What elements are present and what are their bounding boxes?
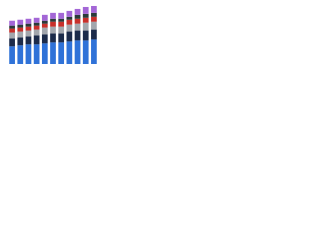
bar-segment <box>9 20 15 26</box>
bar-segment <box>82 22 89 31</box>
bar-segment <box>58 12 65 19</box>
bar-segment <box>74 18 81 24</box>
bar-segment <box>41 14 48 21</box>
bar-segment <box>33 44 40 64</box>
bar-segment <box>58 18 65 22</box>
bar-segment <box>50 21 56 27</box>
bar-segment <box>17 24 24 28</box>
bar-segment <box>9 28 15 33</box>
bar-segment <box>91 39 97 64</box>
bar-segment <box>74 23 81 31</box>
bar-segment <box>25 18 32 24</box>
bar-segment <box>33 22 40 26</box>
bar-segment <box>25 44 32 64</box>
bar-segment <box>17 27 24 32</box>
bar-segment <box>82 6 89 14</box>
bar-segment <box>33 35 40 45</box>
bar-segment <box>66 10 73 17</box>
bar-segment <box>74 14 81 19</box>
bar-segment <box>50 42 56 64</box>
bar-segment <box>41 20 48 24</box>
bar-segment <box>58 42 65 64</box>
bar-segment <box>33 25 40 30</box>
bar-segment <box>74 30 81 41</box>
bar-segment <box>25 36 32 45</box>
bar-segment <box>50 12 56 19</box>
bar-segment <box>66 31 73 42</box>
bar-segment <box>66 19 73 25</box>
bar-segment <box>33 29 40 36</box>
bar-segment <box>9 32 15 39</box>
bar-segment <box>25 23 32 27</box>
bar-segment <box>82 40 89 64</box>
bar-segment <box>66 24 73 32</box>
bar-segment <box>82 17 89 23</box>
bar-segment <box>66 41 73 64</box>
page: (() => { const data = JSON.parse(documen… <box>0 0 320 71</box>
bar-segment <box>91 12 97 17</box>
bar-segment <box>74 40 81 64</box>
bar-segment <box>58 21 65 27</box>
bar-segment <box>17 37 24 46</box>
bar-segment <box>82 30 89 41</box>
bar-segment <box>25 26 32 31</box>
bar-segment <box>91 16 97 22</box>
bar-segment <box>91 29 97 40</box>
bar-segment <box>9 38 15 47</box>
bar-segment <box>41 27 48 35</box>
bar-segment <box>50 26 56 34</box>
bar-segment <box>91 21 97 30</box>
bar-segment <box>25 30 32 37</box>
bar-segment <box>41 43 48 64</box>
bar-segment <box>9 25 15 29</box>
bar-segment <box>17 45 24 64</box>
bar-segment <box>17 19 24 25</box>
bar-segment <box>41 34 48 44</box>
bar-segment <box>58 26 65 34</box>
bar-segment <box>66 16 73 20</box>
bar-segment <box>33 17 40 23</box>
bar-segment <box>9 46 15 64</box>
bar-segment <box>74 8 81 15</box>
bar-segment <box>41 23 48 28</box>
bar-segment <box>17 31 24 38</box>
chart <box>9 5 97 64</box>
bar-segment <box>50 33 56 43</box>
bar-segment <box>58 33 65 43</box>
bar-segment <box>50 18 56 22</box>
bar-segment <box>82 13 89 18</box>
bar-segment <box>91 5 97 13</box>
